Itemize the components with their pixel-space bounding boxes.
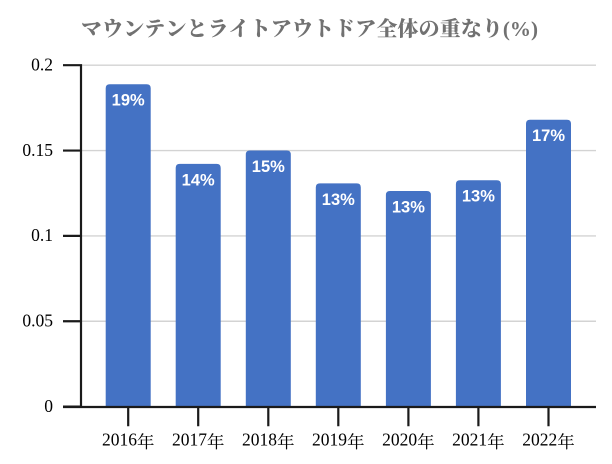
svg-text:2020: 2020 <box>382 429 417 449</box>
svg-text:2019: 2019 <box>312 429 347 449</box>
svg-text:2022: 2022 <box>522 429 557 449</box>
svg-text:14%: 14% <box>182 171 215 189</box>
svg-text:0: 0 <box>44 396 53 416</box>
svg-text:2016: 2016 <box>102 429 137 449</box>
svg-text:19%: 19% <box>112 92 145 110</box>
svg-text:0.15: 0.15 <box>22 140 53 160</box>
svg-text:2017: 2017 <box>172 429 207 449</box>
svg-text:2021: 2021 <box>452 429 487 449</box>
svg-text:0.05: 0.05 <box>22 311 53 331</box>
svg-text:(%): (%) <box>503 17 538 41</box>
svg-text:13%: 13% <box>322 191 355 209</box>
svg-text:2018: 2018 <box>242 429 277 449</box>
svg-text:0.2: 0.2 <box>31 55 53 75</box>
svg-text:15%: 15% <box>252 158 285 176</box>
svg-text:13%: 13% <box>392 198 425 216</box>
svg-text:13%: 13% <box>462 188 495 206</box>
svg-text:0.1: 0.1 <box>31 225 53 245</box>
svg-text:17%: 17% <box>532 127 565 145</box>
